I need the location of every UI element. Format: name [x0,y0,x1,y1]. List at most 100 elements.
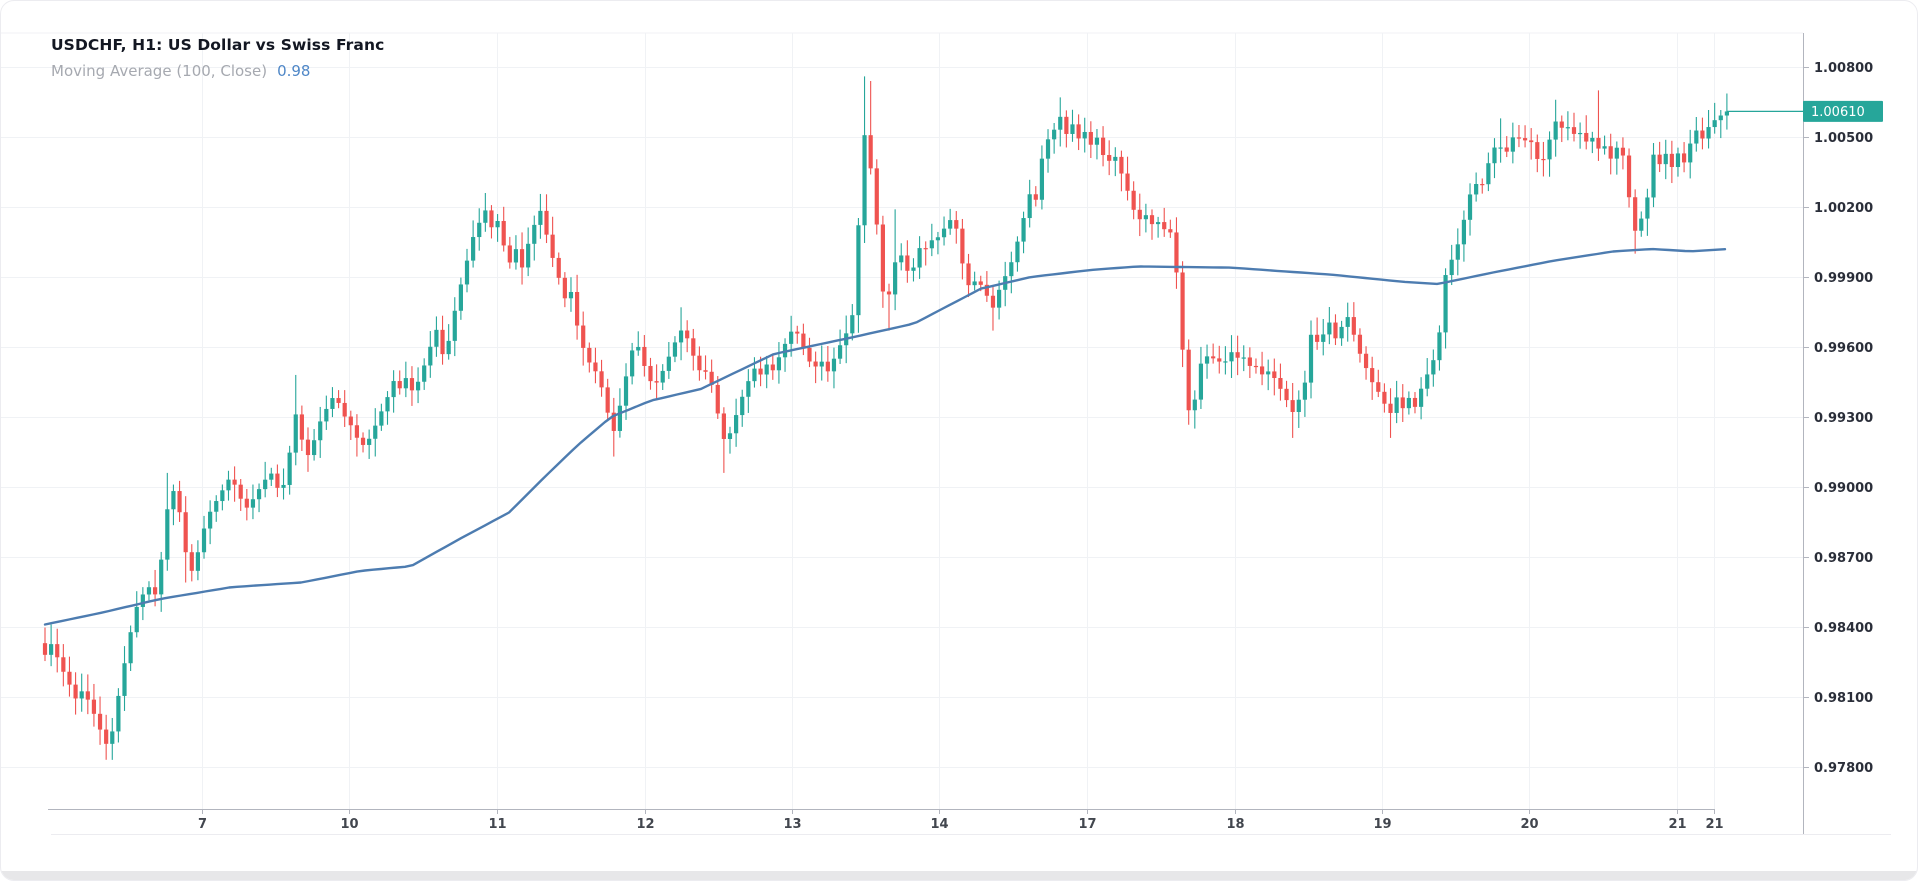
candle [189,544,194,582]
candle [1015,236,1020,272]
candle [593,347,598,384]
candle [1467,183,1473,236]
candle [666,342,671,379]
candle [97,696,103,745]
candle [360,432,366,453]
candle [807,337,812,368]
candle [1663,139,1668,180]
window-bottom-bar [1,871,1917,880]
candle [691,328,696,371]
candle [880,215,885,308]
candle [1272,358,1277,396]
candle [1052,123,1057,154]
candle [1094,129,1100,160]
candle [1394,380,1399,424]
candle [1559,115,1564,143]
candle [764,355,769,389]
candle [630,342,635,385]
candle [599,359,604,397]
candle [1333,314,1338,346]
candle [1168,219,1173,238]
candle [1596,90,1601,161]
candle [495,214,500,242]
candle [122,646,127,711]
candle [740,389,745,427]
candle [1400,384,1405,423]
candle [1204,344,1210,379]
candle [1223,346,1228,375]
moving-average-line [43,247,1727,626]
candle [1516,124,1522,148]
candle [776,342,782,384]
candle [556,252,561,285]
candle [837,329,843,364]
candle [1278,363,1283,401]
candle [648,357,653,390]
time-axis[interactable]: 7 10 11 12 13 14 17 18 19 20 21 21 [48,809,1891,835]
svg-text:20: 20 [1520,817,1538,832]
candle [434,316,439,357]
candle [1382,383,1387,413]
candle [428,331,433,378]
candle [336,390,341,409]
candle [507,236,512,269]
candle [966,253,971,298]
candle [697,346,702,381]
candle [293,374,298,466]
svg-text:0.98100: 0.98100 [1814,691,1873,706]
candle [275,464,280,498]
candle [1492,138,1497,179]
candle [911,258,916,282]
candle [893,209,898,311]
candle [581,311,586,366]
candle [208,500,213,545]
candle [831,347,837,389]
candle [250,484,256,520]
candle [1082,117,1087,153]
candle [1474,172,1479,202]
candle [1217,345,1222,374]
candle [1198,346,1204,409]
candle [1602,135,1607,155]
candle [464,248,470,293]
candle [281,468,286,500]
candle [996,280,1002,320]
candle [79,673,84,712]
candle [782,338,788,372]
candle [1266,359,1271,391]
candle [55,628,60,673]
candle [256,483,262,513]
candle [1186,339,1191,425]
candle [1351,302,1356,342]
candle [422,358,427,390]
candle [1247,347,1252,379]
candle [544,194,549,244]
candle [642,335,647,377]
candle [1565,111,1570,141]
candle [483,193,488,232]
candle [1137,193,1142,237]
grid-layer [1,32,1803,809]
candle [1449,244,1454,286]
candle [685,320,690,353]
candle [1088,121,1093,159]
candle [1113,147,1118,177]
candle [1455,228,1460,276]
candle [1675,147,1681,177]
candle [734,398,739,447]
candle [1027,179,1032,228]
candle [287,445,292,495]
candle [477,208,482,251]
candles-layer [42,76,1729,760]
candle [886,283,892,331]
candle [519,232,525,285]
candle [587,342,592,373]
price-axis[interactable]: 1.00800 1.00500 1.00200 0.99900 0.99600 0.993… [1803,33,1873,834]
candle [1253,358,1259,374]
candle [1571,112,1577,142]
candle [1578,122,1583,149]
candle [1156,216,1161,238]
candle [1425,358,1430,397]
candle [195,540,200,581]
